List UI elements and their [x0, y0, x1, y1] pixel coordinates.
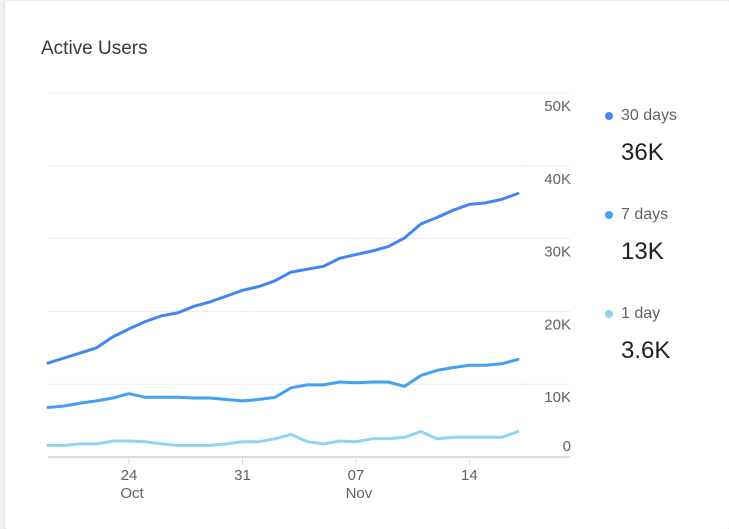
y-tick-label: 0	[563, 438, 571, 455]
y-tick-label: 20K	[544, 316, 571, 333]
legend-value: 3.6K	[621, 337, 671, 364]
series-line-30-days	[46, 192, 520, 365]
legend-item-7-days[interactable]: 7 days 13K	[605, 206, 668, 266]
x-tick-label: 14	[461, 467, 478, 484]
legend-dot-icon	[605, 112, 613, 120]
x-tick-sublabel: Nov	[346, 485, 373, 502]
legend-item-1-day[interactable]: 1 day 3.6K	[605, 305, 670, 365]
legend-label: 1 day	[621, 305, 661, 322]
legend-dot-icon	[605, 211, 613, 219]
y-tick-label: 50K	[544, 98, 571, 115]
legend-value: 13K	[621, 238, 664, 265]
y-tick-label: 40K	[544, 171, 571, 188]
x-tick-label: 07	[348, 467, 365, 484]
legend-dot-icon	[605, 310, 613, 318]
y-tick-label: 30K	[544, 244, 571, 261]
series-line-7-days	[46, 357, 520, 409]
x-tick-label: 24	[121, 467, 138, 484]
legend-label: 7 days	[621, 206, 669, 223]
y-tick-label: 10K	[544, 389, 571, 406]
series-line-1-day	[46, 430, 520, 447]
legend-label: 30 days	[621, 107, 678, 124]
legend-value: 36K	[621, 139, 664, 166]
legend-item-30-days[interactable]: 30 days 36K	[605, 107, 677, 167]
card-title: Active Users	[41, 38, 148, 59]
x-tick-sublabel: Oct	[120, 485, 144, 502]
x-tick-label: 31	[234, 467, 251, 484]
